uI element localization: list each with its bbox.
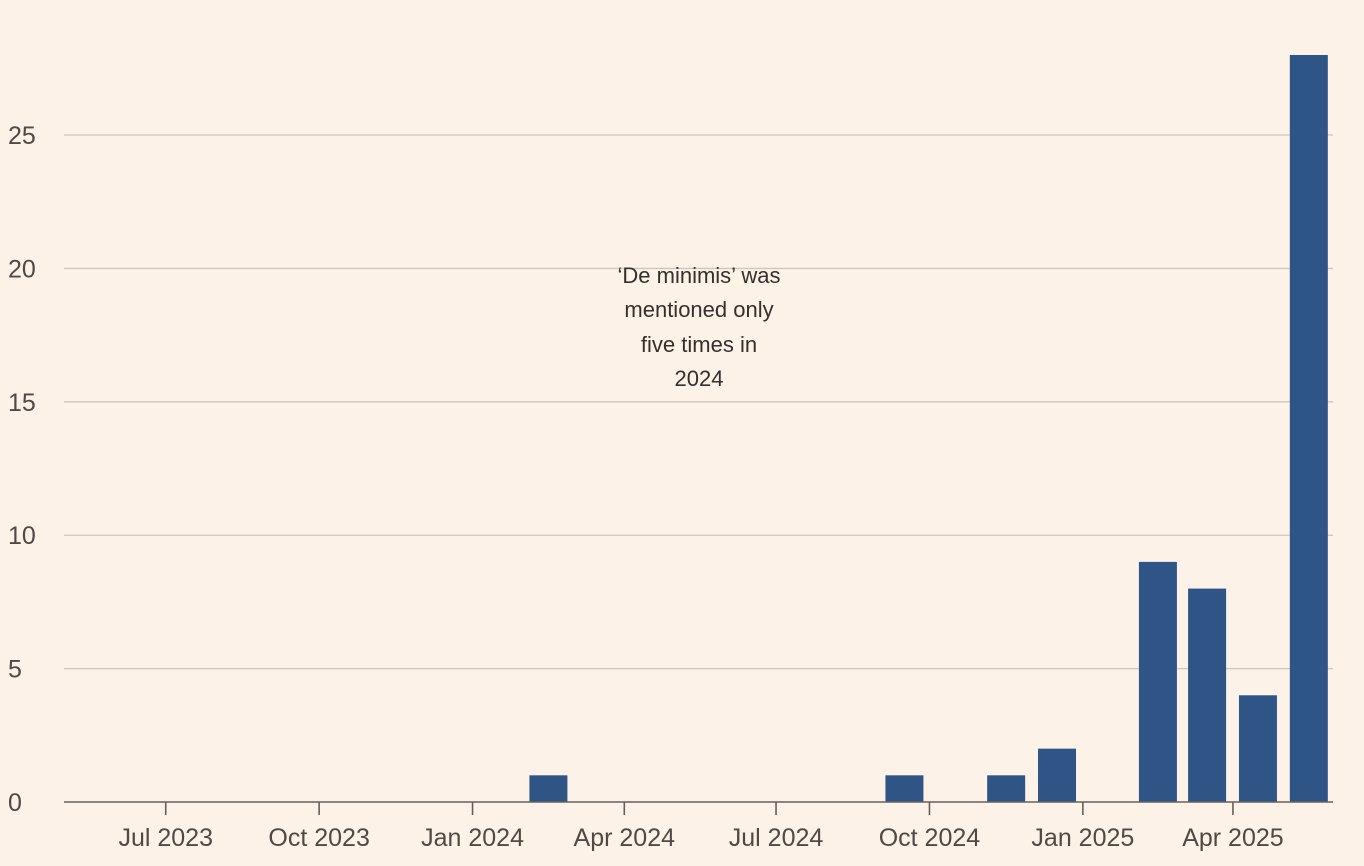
x-tick-label: Oct 2023 [268, 824, 369, 852]
x-tick-label: Oct 2024 [879, 824, 981, 852]
bar [1289, 55, 1328, 802]
y-tick-label: 5 [8, 656, 22, 684]
y-tick-label: 25 [8, 122, 36, 150]
gridlines [64, 134, 1333, 670]
annotation-line: mentioned only [624, 297, 773, 322]
x-tick-label: Apr 2024 [574, 824, 676, 852]
y-tick-label: 15 [8, 389, 36, 417]
bar [529, 775, 568, 802]
x-axis: Jul 2023 Oct 2023 Jan 2024 Apr 2024 Jul 2024… [64, 801, 1333, 852]
annotation: ‘De minimis’ was mentioned only five tim… [618, 263, 781, 391]
bar [1138, 561, 1177, 802]
bar [1188, 588, 1227, 802]
annotation-line: 2024 [675, 366, 724, 391]
y-tick-label: 0 [8, 789, 22, 817]
annotation-line: ‘De minimis’ was [618, 263, 781, 288]
y-axis-labels: 0 5 10 15 20 25 [8, 122, 36, 817]
x-tick-label: Jan 2024 [421, 824, 524, 852]
bar [987, 775, 1026, 802]
annotation-line: five times in [641, 332, 757, 357]
y-tick-label: 10 [8, 522, 36, 550]
bars [529, 55, 1328, 802]
y-tick-label: 20 [8, 255, 36, 283]
x-tick-label: Jul 2024 [729, 824, 824, 852]
x-tick-label: Jul 2023 [118, 824, 213, 852]
x-tick-label: Apr 2025 [1182, 824, 1283, 852]
bar [885, 775, 924, 802]
bar [1238, 695, 1277, 802]
x-tick-label: Jan 2025 [1031, 824, 1134, 852]
bar [1038, 748, 1077, 802]
